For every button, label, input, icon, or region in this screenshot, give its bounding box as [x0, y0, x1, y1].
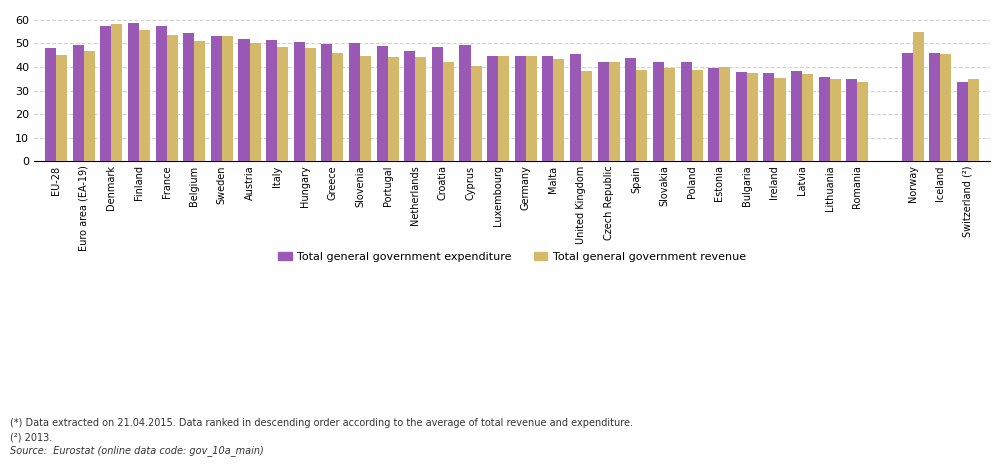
Bar: [360, 56, 371, 162]
Text: (*) Data extracted on 21.04.2015. Data ranked in descending order according to t: (*) Data extracted on 21.04.2015. Data r…: [10, 418, 633, 428]
Bar: [570, 55, 581, 162]
Bar: [83, 51, 94, 162]
Bar: [238, 39, 249, 162]
Bar: [194, 41, 205, 162]
Bar: [819, 77, 830, 162]
Bar: [72, 45, 83, 162]
Bar: [526, 56, 537, 162]
Bar: [183, 32, 194, 162]
Bar: [139, 30, 150, 162]
Text: (²) 2013.: (²) 2013.: [10, 432, 52, 442]
Text: Source:  Eurostat (online data code: gov_10a_main): Source: Eurostat (online data code: gov_…: [10, 445, 263, 456]
Bar: [857, 82, 868, 162]
Bar: [249, 43, 260, 162]
Bar: [664, 68, 675, 162]
Bar: [791, 71, 802, 162]
Bar: [609, 62, 620, 162]
Bar: [112, 24, 123, 162]
Bar: [543, 56, 554, 162]
Bar: [487, 56, 498, 162]
Bar: [720, 67, 731, 162]
Bar: [747, 73, 758, 162]
Bar: [211, 35, 222, 162]
Bar: [498, 56, 510, 162]
Bar: [653, 63, 664, 162]
Bar: [432, 47, 443, 162]
Bar: [913, 32, 924, 162]
Bar: [802, 74, 813, 162]
Bar: [515, 56, 526, 162]
Bar: [830, 80, 841, 162]
Bar: [322, 44, 333, 162]
Bar: [680, 62, 691, 162]
Bar: [846, 79, 857, 162]
Bar: [625, 58, 636, 162]
Bar: [709, 68, 720, 162]
Bar: [128, 23, 139, 162]
Bar: [45, 48, 56, 162]
Bar: [222, 36, 233, 162]
Bar: [764, 73, 775, 162]
Bar: [554, 59, 565, 162]
Bar: [266, 41, 277, 162]
Bar: [636, 70, 647, 162]
Bar: [305, 48, 316, 162]
Bar: [167, 35, 178, 162]
Bar: [775, 79, 786, 162]
Bar: [470, 65, 481, 162]
Bar: [736, 72, 747, 162]
Bar: [691, 70, 702, 162]
Bar: [404, 51, 415, 162]
Bar: [56, 55, 67, 162]
Bar: [333, 53, 344, 162]
Bar: [443, 63, 454, 162]
Bar: [293, 42, 305, 162]
Bar: [377, 46, 388, 162]
Bar: [156, 26, 167, 162]
Bar: [388, 57, 399, 162]
Bar: [598, 62, 609, 162]
Bar: [277, 47, 288, 162]
Bar: [415, 57, 426, 162]
Legend: Total general government expenditure, Total general government revenue: Total general government expenditure, To…: [273, 247, 751, 267]
Bar: [901, 53, 913, 162]
Bar: [957, 82, 968, 162]
Bar: [968, 79, 979, 162]
Bar: [941, 54, 952, 162]
Bar: [459, 45, 470, 162]
Bar: [930, 53, 941, 162]
Bar: [349, 43, 360, 162]
Bar: [100, 26, 112, 162]
Bar: [581, 71, 592, 162]
